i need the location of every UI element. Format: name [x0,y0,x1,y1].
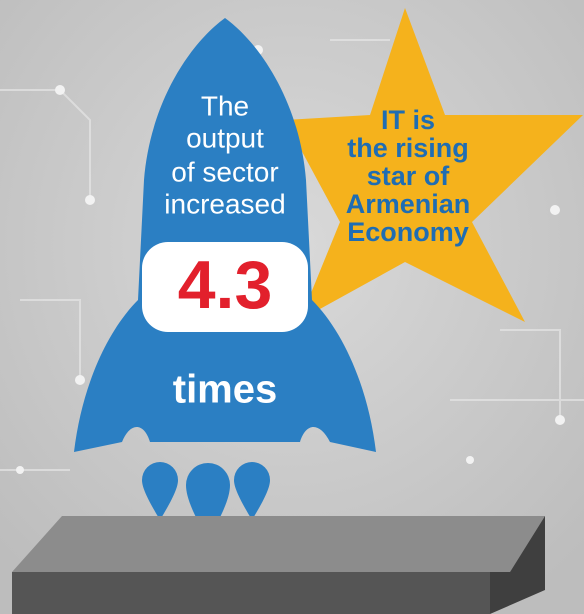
star-text: Economy [347,217,469,247]
star [285,8,583,322]
rocket-text: of sector [171,156,278,187]
value-box [142,242,308,332]
rocket-text: increased [164,188,285,219]
platform-front [12,572,490,614]
unit: times [173,368,278,412]
star-text: star of [367,161,451,191]
rocket-text: The [201,90,249,121]
star-text: IT is [381,105,435,135]
platform-side [490,516,545,614]
rocket [74,18,376,452]
flames [142,462,270,540]
platform-top [12,516,545,572]
circuit-lines [0,39,584,471]
value: 4.3 [178,247,273,323]
rocket-text: output [186,122,264,153]
star-text: Armenian [346,189,471,219]
star-text: the rising [347,133,469,163]
